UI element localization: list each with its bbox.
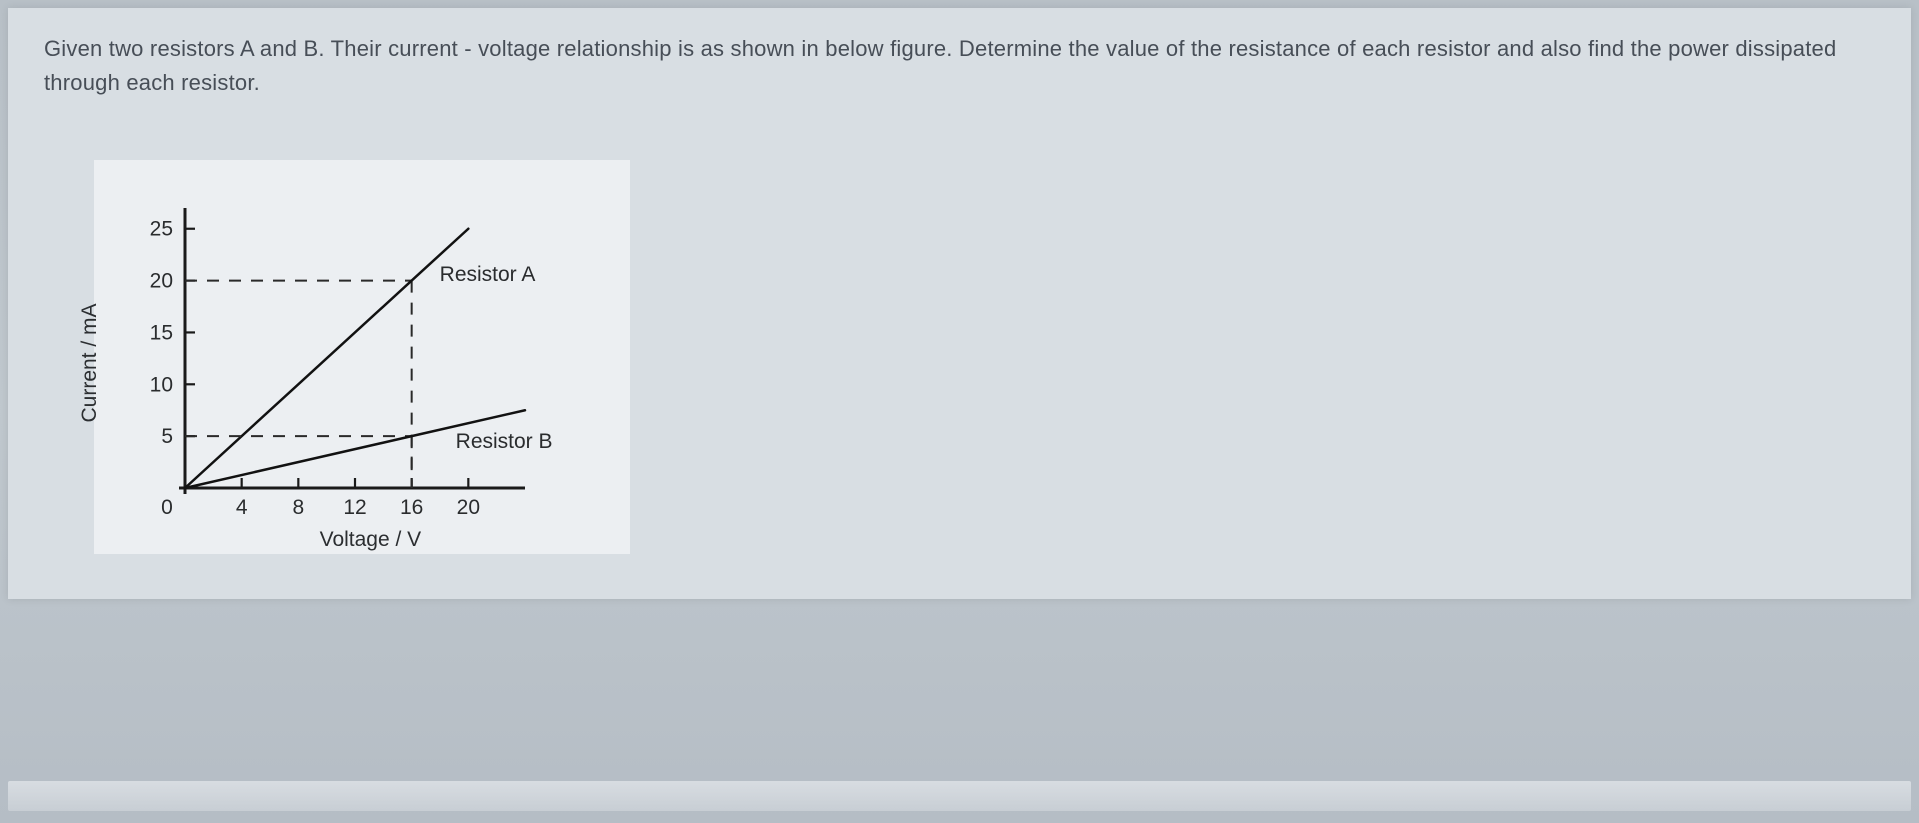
question-text: Given two resistors A and B. Their curre… <box>44 32 1875 100</box>
series-label-resistor-b: Resistor B <box>456 430 553 454</box>
svg-text:4: 4 <box>236 496 248 519</box>
svg-text:12: 12 <box>343 496 366 519</box>
svg-text:5: 5 <box>161 425 173 448</box>
svg-text:16: 16 <box>400 496 423 519</box>
x-axis-label: Voltage / V <box>320 528 422 552</box>
svg-text:10: 10 <box>150 373 173 396</box>
chart-container: Current / mA Voltage / V 048121620510152… <box>100 178 620 548</box>
footer-bar <box>8 781 1911 811</box>
svg-text:20: 20 <box>457 496 480 519</box>
svg-text:25: 25 <box>150 218 173 241</box>
svg-text:15: 15 <box>150 322 173 345</box>
y-axis-label: Current / mA <box>78 304 102 423</box>
question-panel: Given two resistors A and B. Their curre… <box>8 8 1911 599</box>
chart-svg: 0 4 8 12 16 20 5 10 15 20 25 <box>100 178 620 548</box>
series-label-resistor-a: Resistor A <box>440 263 536 287</box>
svg-text:8: 8 <box>292 496 304 519</box>
svg-text:20: 20 <box>150 270 173 293</box>
chart-figure: Current / mA Voltage / V 048121620510152… <box>94 160 630 554</box>
svg-text:0: 0 <box>161 496 173 519</box>
